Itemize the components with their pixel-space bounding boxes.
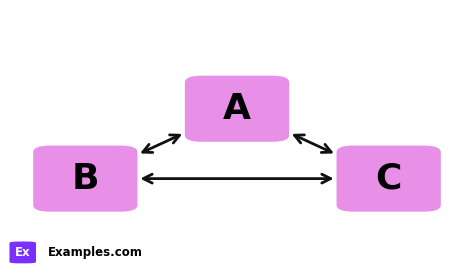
FancyBboxPatch shape [9, 242, 36, 263]
Text: Ex: Ex [15, 246, 30, 259]
Text: C: C [375, 162, 402, 196]
FancyBboxPatch shape [185, 76, 289, 142]
Text: Zeroth Law of Thermodynamics: Zeroth Law of Thermodynamics [51, 18, 423, 38]
Text: Examples.com: Examples.com [47, 246, 142, 259]
FancyBboxPatch shape [337, 146, 441, 212]
Text: B: B [72, 162, 99, 196]
Text: A: A [223, 92, 251, 126]
FancyBboxPatch shape [33, 146, 137, 212]
